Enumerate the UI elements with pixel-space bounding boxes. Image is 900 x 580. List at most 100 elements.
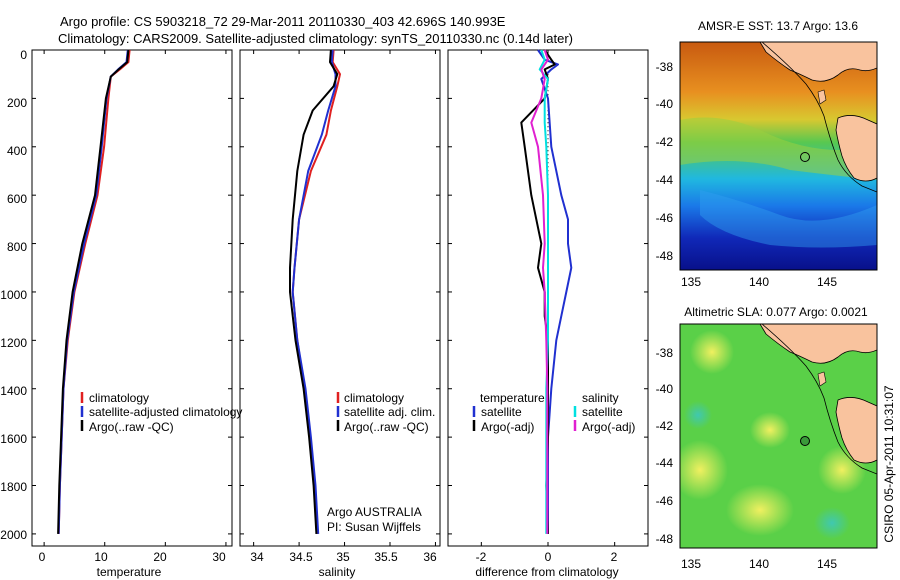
x-tick-label: 34.5 (289, 550, 313, 564)
lon-tick-label: 140 (749, 557, 769, 571)
shelf-contour (761, 324, 877, 475)
series-line-satellite-adjusted-climatology (57, 49, 129, 534)
x-tick-label: 36 (423, 550, 437, 564)
legend-label: satellite-adjusted climatology (89, 405, 242, 419)
title-line-1: Argo profile: CS 5903218_72 29-Mar-2011 … (60, 14, 506, 29)
legend-heading-salinity: salinity (582, 391, 619, 405)
series-line-argo-raw-qc (57, 49, 130, 534)
legend-label: satellite adj. clim. (344, 405, 435, 419)
depth-tick-label: 200 (7, 96, 27, 110)
depth-tick-label: 400 (7, 144, 27, 158)
land-tasmania (835, 397, 877, 464)
depth-tick-label: 600 (7, 192, 27, 206)
depth-tick-label: 1600 (0, 432, 27, 446)
sst-map-title: AMSR-E SST: 13.7 Argo: 13.6 (698, 19, 858, 33)
series-line-argo-raw-qc (289, 49, 339, 534)
series-line-climatology (57, 49, 131, 534)
temperature-axis-label: temperature (97, 565, 162, 579)
x-tick-label: 0 (39, 550, 46, 564)
sst-cold-tongue (700, 190, 877, 248)
depth-tick-label: 1200 (0, 336, 27, 350)
lat-tick-label: -42 (656, 135, 674, 149)
x-tick-label: 0 (545, 550, 552, 564)
land-tasmania (835, 115, 877, 182)
sla-anomaly (690, 330, 734, 374)
legend-label: Argo(..raw -QC) (89, 420, 174, 434)
x-tick-label: 20 (153, 550, 167, 564)
salinity-x-tick-labels: 34 34.5 35 35.5 36 (250, 550, 437, 564)
profile-lines (57, 49, 573, 534)
legend-label: climatology (89, 391, 149, 405)
legend-label: Argo(-adj) (582, 420, 635, 434)
sla-map-y-ticks: -38 -40 -42 -44 -46 -48 (656, 346, 674, 546)
depth-tick-label: 2000 (0, 528, 27, 542)
temperature-legend: climatology satellite-adjusted climatolo… (80, 391, 242, 434)
difference-x-tick-labels: -2 0 2 (476, 550, 618, 564)
depth-tick-label: 0 (20, 48, 27, 62)
annotation-argo-australia: Argo AUSTRALIA (327, 505, 422, 519)
sst-map-y-ticks: -38 -40 -42 -44 -46 -48 (656, 60, 674, 263)
lon-tick-label: 140 (749, 275, 769, 289)
sla-anomaly-low (684, 401, 712, 429)
salinity-legend: climatology satellite adj. clim. Argo(..… (336, 391, 435, 434)
lat-tick-label: -38 (656, 346, 674, 360)
sla-map-x-ticks: 135 140 145 (681, 557, 837, 571)
legend-label: Argo(..raw -QC) (344, 420, 429, 434)
x-tick-label: 35.5 (374, 550, 398, 564)
sla-anomaly (726, 484, 794, 536)
land-mainland (759, 42, 877, 82)
lon-tick-label: 145 (817, 275, 837, 289)
x-tick-label: 2 (611, 550, 618, 564)
lon-tick-label: 135 (681, 557, 701, 571)
x-tick-label: 30 (212, 550, 226, 564)
series-line-temperature-satellite (537, 49, 573, 534)
axis-ticks (32, 49, 648, 546)
difference-axis-label: difference from climatology (475, 565, 618, 579)
sst-warm-band (680, 117, 877, 180)
legend-label: satellite (582, 405, 623, 419)
lat-tick-label: -46 (656, 211, 674, 225)
annotation-pi: PI: Susan Wijffels (327, 520, 421, 534)
depth-tick-label: 800 (7, 240, 27, 254)
salinity-axes (239, 49, 441, 547)
legend-heading-temperature: temperature (480, 391, 545, 405)
lat-tick-label: -40 (656, 97, 674, 111)
depth-tick-label: 1800 (0, 480, 27, 494)
lat-tick-label: -40 (656, 382, 674, 396)
sst-map-x-ticks: 135 140 145 (681, 275, 837, 289)
sla-anomaly (750, 412, 790, 448)
sla-anomaly-low (814, 507, 850, 539)
lon-tick-label: 145 (817, 557, 837, 571)
land-king-island (817, 371, 827, 387)
temperature-x-tick-labels: 0 10 20 30 (39, 550, 226, 564)
sla-map-title: Altimetric SLA: 0.077 Argo: 0.0021 (684, 305, 868, 319)
sst-map (680, 42, 877, 270)
legend-label: satellite (481, 405, 522, 419)
side-timestamp: CSIRO 05-Apr-2011 10:31:07 (882, 385, 896, 543)
x-tick-label: -2 (476, 550, 487, 564)
land-king-island (817, 89, 827, 105)
difference-legend: temperature satellite Argo(-adj) salinit… (472, 391, 635, 434)
sla-anomaly (680, 440, 728, 500)
temperature-axes (31, 49, 233, 547)
salinity-axis-label: salinity (319, 565, 356, 579)
shelf-contour (761, 42, 877, 193)
depth-tick-label: 1000 (0, 288, 27, 302)
sla-map-frame (679, 323, 878, 549)
x-tick-label: 10 (94, 550, 108, 564)
sla-argo-location-marker (800, 436, 810, 446)
lat-tick-label: -48 (656, 532, 674, 546)
lat-tick-label: -46 (656, 494, 674, 508)
lon-tick-label: 135 (681, 275, 701, 289)
lat-tick-label: -44 (656, 456, 674, 470)
x-tick-label: 34 (250, 550, 264, 564)
x-tick-label: 35 (336, 550, 350, 564)
legend-label: climatology (344, 391, 404, 405)
depth-axis-labels: 0 200 400 600 800 1000 1200 1400 1600 18… (0, 48, 27, 542)
lat-tick-label: -48 (656, 249, 674, 263)
legend-label: Argo(-adj) (481, 420, 534, 434)
series-line-climatology (291, 49, 341, 534)
title-line-2: Climatology: CARS2009. Satellite-adjuste… (58, 31, 573, 46)
land-mainland (759, 324, 877, 364)
